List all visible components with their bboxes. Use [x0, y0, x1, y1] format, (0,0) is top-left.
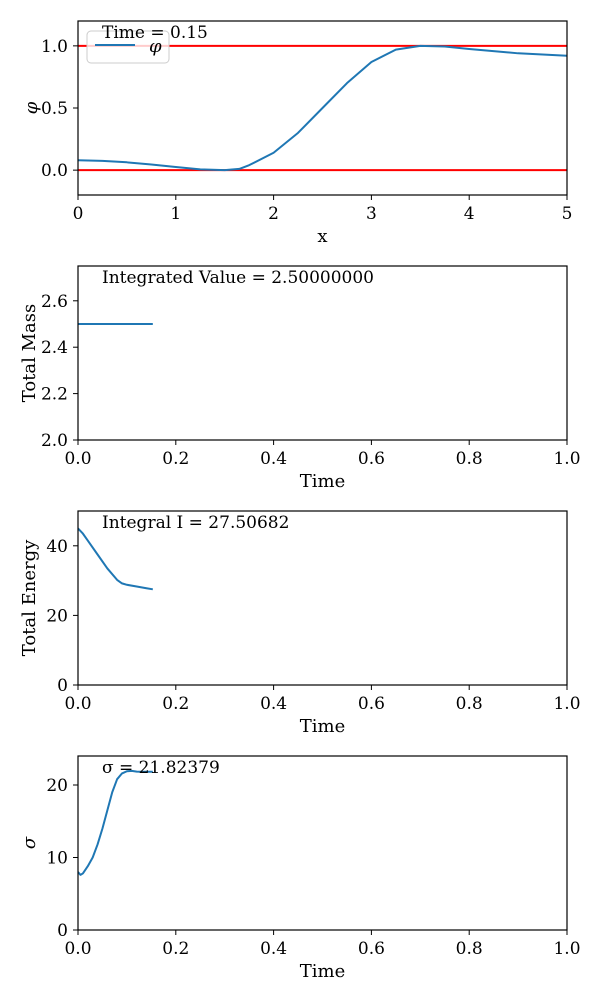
- y-axis-label: Total Energy: [19, 539, 40, 656]
- x-tick-label: 4: [464, 204, 475, 224]
- annotation-text: Integral I = 27.50682: [102, 513, 289, 533]
- annotation-text: Integrated Value = 2.50000000: [102, 268, 374, 288]
- axes-frame: [77, 510, 568, 686]
- annotation-text: σ = 21.82379: [102, 758, 220, 778]
- y-tick-label: 20: [46, 606, 68, 626]
- chart-panel-3: 0.0 0.2 0.4 0.6 0.8 1.0 0 20 40 Time Total Energy I…: [19, 510, 581, 737]
- x-axis-label: x: [317, 226, 327, 247]
- x-tick-label: 1.0: [553, 449, 580, 469]
- x-tick-label: 0.2: [162, 449, 189, 469]
- y-tick-label: 2.2: [41, 385, 68, 405]
- series-line-0: [78, 44, 567, 172]
- x-tick-label: 0.6: [358, 449, 385, 469]
- x-tick-label: 1: [170, 204, 181, 224]
- x-tick-label: 0.8: [456, 939, 483, 959]
- x-tick-label: 0.8: [456, 449, 483, 469]
- y-tick-label: 0: [57, 921, 68, 941]
- x-tick-label: 0.4: [260, 694, 287, 714]
- x-tick-label: 0.0: [64, 694, 91, 714]
- axes-frame: [77, 755, 568, 931]
- y-axis-label: σ: [19, 836, 40, 849]
- chart-panel-2: 0.0 0.2 0.4 0.6 0.8 1.0 2.0 2.2 2.4 2.6 Time Total …: [19, 265, 581, 492]
- legend-box: [86, 30, 170, 64]
- y-tick-label: 0.0: [41, 161, 68, 181]
- y-tick-label: 10: [46, 849, 68, 869]
- y-tick-label: 2.0: [41, 431, 68, 451]
- x-axis-label: Time: [300, 471, 345, 492]
- axes-frame: [77, 265, 568, 441]
- chart-panel-4: 0.0 0.2 0.4 0.6 0.8 1.0 0 10 20 Time σ σ = 21.82379: [19, 755, 581, 982]
- annotation-text: Time = 0.15: [102, 23, 208, 43]
- x-tick-label: 0.4: [260, 449, 287, 469]
- legend-label: φ: [149, 36, 162, 57]
- x-tick-label: 0.6: [358, 939, 385, 959]
- x-tick-label: 0.6: [358, 694, 385, 714]
- y-tick-label: 0: [57, 676, 68, 696]
- x-axis-label: Time: [300, 716, 345, 737]
- x-tick-label: 0.2: [162, 939, 189, 959]
- x-tick-label: 2: [268, 204, 279, 224]
- y-axis-label: Total Mass: [19, 304, 40, 403]
- y-tick-label: 2.6: [41, 292, 68, 312]
- y-tick-label: 40: [46, 537, 68, 557]
- x-tick-label: 0.0: [64, 449, 91, 469]
- x-tick-label: 5: [562, 204, 573, 224]
- x-tick-label: 1.0: [553, 939, 580, 959]
- x-tick-label: 0.0: [64, 939, 91, 959]
- y-tick-label: 1.0: [41, 37, 68, 57]
- x-axis-label: Time: [300, 961, 345, 982]
- x-tick-label: 1.0: [553, 694, 580, 714]
- x-tick-label: 0.2: [162, 694, 189, 714]
- y-tick-label: 20: [46, 776, 68, 796]
- x-tick-label: 3: [366, 204, 377, 224]
- y-axis-label: φ: [21, 101, 42, 114]
- y-tick-label: 2.4: [41, 338, 68, 358]
- x-tick-label: 0.8: [456, 694, 483, 714]
- x-tick-label: 0: [73, 204, 84, 224]
- series-line-0: [78, 769, 153, 876]
- y-tick-label: 0.5: [41, 99, 68, 119]
- series-line-0: [78, 527, 153, 591]
- x-tick-label: 0.4: [260, 939, 287, 959]
- legend: φ: [86, 30, 170, 64]
